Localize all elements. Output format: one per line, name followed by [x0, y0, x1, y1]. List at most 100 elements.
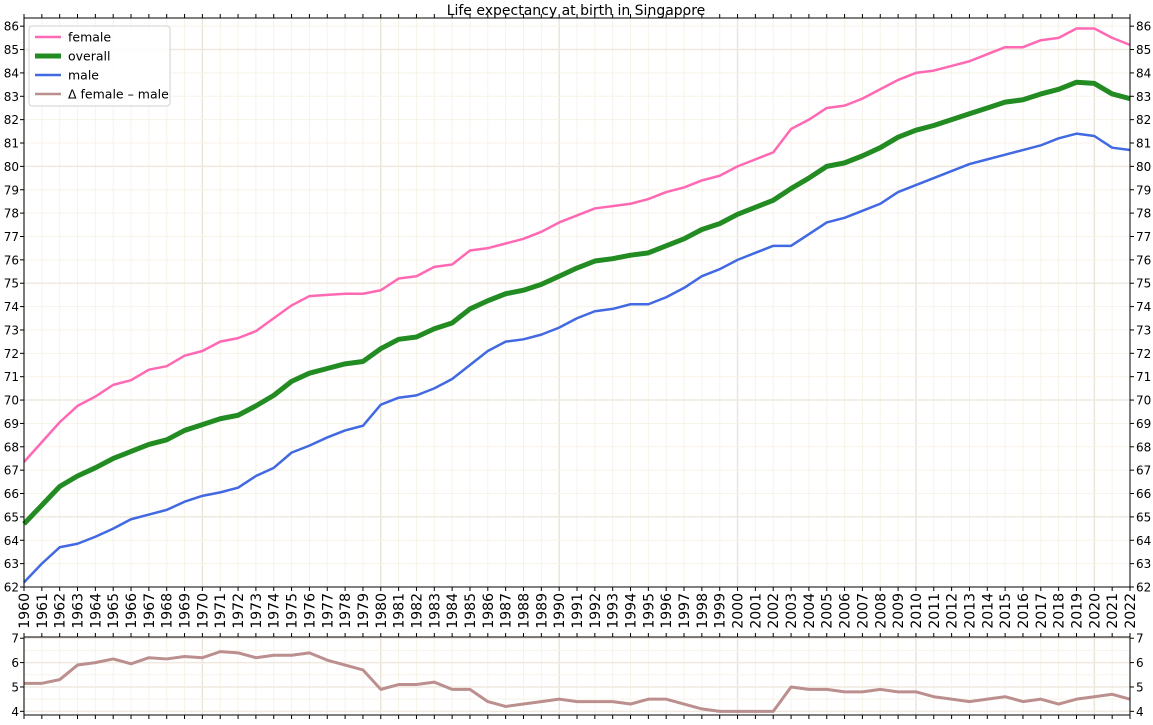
main-y-tick-label-left: 65: [4, 510, 19, 524]
main-x-tick-label: 1971: [213, 593, 229, 629]
delta-y-tick-label-right: 5: [1136, 680, 1144, 694]
main-y-tick-label-right: 79: [1136, 183, 1151, 197]
main-x-tick-label: 2004: [802, 593, 818, 629]
main-x-tick-label: 1998: [695, 593, 711, 629]
main-y-tick-label-left: 64: [4, 534, 19, 548]
main-y-tick-label-left: 84: [4, 66, 19, 80]
main-y-tick-label-right: 68: [1136, 440, 1151, 454]
main-x-tick-label: 1969: [178, 593, 194, 629]
main-y-tick-label-left: 69: [4, 417, 19, 431]
main-y-tick-label-left: 75: [4, 277, 19, 291]
main-x-tick-label: 2002: [766, 593, 782, 629]
delta-y-tick-label-left: 6: [11, 656, 19, 670]
main-y-tick-label-right: 86: [1136, 20, 1151, 34]
main-x-tick-label: 2017: [1034, 593, 1050, 629]
main-y-tick-label-left: 73: [4, 323, 19, 337]
main-y-tick-label-left: 82: [4, 113, 19, 127]
main-x-tick-label: 2020: [1087, 593, 1103, 629]
main-x-tick-label: 1995: [641, 593, 657, 629]
main-y-tick-label-right: 67: [1136, 464, 1151, 478]
main-y-tick-label-right: 77: [1136, 230, 1151, 244]
main-x-tick-label: 1961: [35, 593, 51, 629]
main-x-tick-label: 1976: [302, 593, 318, 629]
main-x-tick-label: 2022: [1123, 593, 1139, 629]
main-x-tick-label: 1986: [481, 593, 497, 629]
main-x-tick-label: 2011: [927, 593, 943, 629]
main-x-tick-label: 1966: [124, 593, 140, 629]
main-x-tick-label: 1974: [267, 593, 283, 629]
delta-y-tick-label-right: 6: [1136, 656, 1144, 670]
main-x-tick-label: 1962: [53, 593, 69, 629]
main-x-tick-label: 1963: [71, 593, 87, 629]
delta-y-tick-label-left: 7: [11, 632, 19, 646]
delta-y-tick-label-right: 4: [1136, 705, 1144, 719]
main-y-tick-label-right: 66: [1136, 487, 1151, 501]
main-x-tick-label: 2018: [1052, 593, 1068, 629]
main-y-tick-label-right: 82: [1136, 113, 1151, 127]
main-x-tick-label: 1984: [445, 593, 461, 629]
main-y-tick-label-right: 81: [1136, 137, 1151, 151]
main-x-tick-label: 2010: [909, 593, 925, 629]
main-x-tick-label: 1987: [499, 593, 515, 629]
main-series-line-male: [23, 132, 1131, 584]
main-x-tick-label: 2007: [855, 593, 871, 629]
main-y-tick-label-right: 83: [1136, 90, 1151, 104]
main-y-tick-label-right: 62: [1136, 581, 1151, 595]
delta-y-tick-label-right: 7: [1136, 632, 1144, 646]
main-y-tick-label-left: 66: [4, 487, 19, 501]
main-y-tick-label-left: 62: [4, 581, 19, 595]
main-y-tick-label-left: 78: [4, 207, 19, 221]
legend: female overall male Δ female – male: [28, 25, 171, 107]
main-x-tick-label: 2001: [748, 593, 764, 629]
main-x-tick-label: 2015: [998, 593, 1014, 629]
main-x-tick-label: 1993: [606, 593, 622, 629]
main-x-tick-label: 2016: [1016, 593, 1032, 629]
main-x-tick-label: 2000: [731, 593, 747, 629]
main-y-tick-label-left: 71: [4, 370, 19, 384]
main-x-tick-label: 1985: [463, 593, 479, 629]
main-y-tick-label-right: 84: [1136, 66, 1151, 80]
main-y-tick-label-right: 74: [1136, 300, 1151, 314]
main-y-tick-label-left: 85: [4, 43, 19, 57]
main-y-tick-label-right: 71: [1136, 370, 1151, 384]
main-x-tick-label: 1992: [588, 593, 604, 629]
main-series-line-overall: [22, 79, 1131, 526]
main-y-tick-label-right: 76: [1136, 253, 1151, 267]
main-y-tick-label-right: 85: [1136, 43, 1151, 57]
main-x-tick-label: 1960: [17, 593, 33, 629]
main-x-tick-label: 1979: [356, 593, 372, 629]
main-x-tick-label: 1996: [659, 593, 675, 629]
main-y-tick-label-right: 78: [1136, 207, 1151, 221]
main-x-tick-label: 2008: [873, 593, 889, 629]
main-y-tick-label-right: 80: [1136, 160, 1151, 174]
legend-box: [28, 25, 171, 107]
main-y-tick-label-right: 64: [1136, 534, 1151, 548]
main-y-tick-label-left: 72: [4, 347, 19, 361]
main-x-tick-label: 1977: [320, 593, 336, 629]
legend-label: Δ female – male: [68, 87, 169, 102]
main-x-tick-label: 1999: [713, 593, 729, 629]
main-x-tick-label: 1983: [427, 593, 443, 629]
main-y-tick-label-left: 74: [4, 300, 19, 314]
chart-title: Life expectancy at birth in Singapore: [447, 3, 706, 19]
main-x-tick-label: 2021: [1105, 593, 1121, 629]
main-x-tick-label: 1990: [552, 593, 568, 629]
main-x-tick-label: 1978: [338, 593, 354, 629]
legend-label: female: [68, 30, 111, 45]
delta-series-line---female---male: [24, 650, 1131, 713]
main-y-tick-label-right: 69: [1136, 417, 1151, 431]
main-x-tick-label: 1964: [88, 593, 104, 629]
main-x-tick-label: 1989: [534, 593, 550, 629]
main-x-tick-label: 1967: [142, 593, 158, 629]
main-series-line-female: [23, 27, 1131, 463]
main-y-tick-label-right: 73: [1136, 323, 1151, 337]
main-y-tick-label-left: 68: [4, 440, 19, 454]
main-x-tick-label: 1970: [195, 593, 211, 629]
main-y-tick-label-left: 63: [4, 557, 19, 571]
main-x-tick-label: 1968: [160, 593, 176, 629]
main-x-tick-label: 1975: [285, 593, 301, 629]
main-x-tick-label: 1980: [374, 593, 390, 629]
main-x-tick-label: 1982: [409, 593, 425, 629]
main-x-tick-label: 1972: [231, 593, 247, 629]
main-y-tick-label-left: 70: [4, 394, 19, 408]
